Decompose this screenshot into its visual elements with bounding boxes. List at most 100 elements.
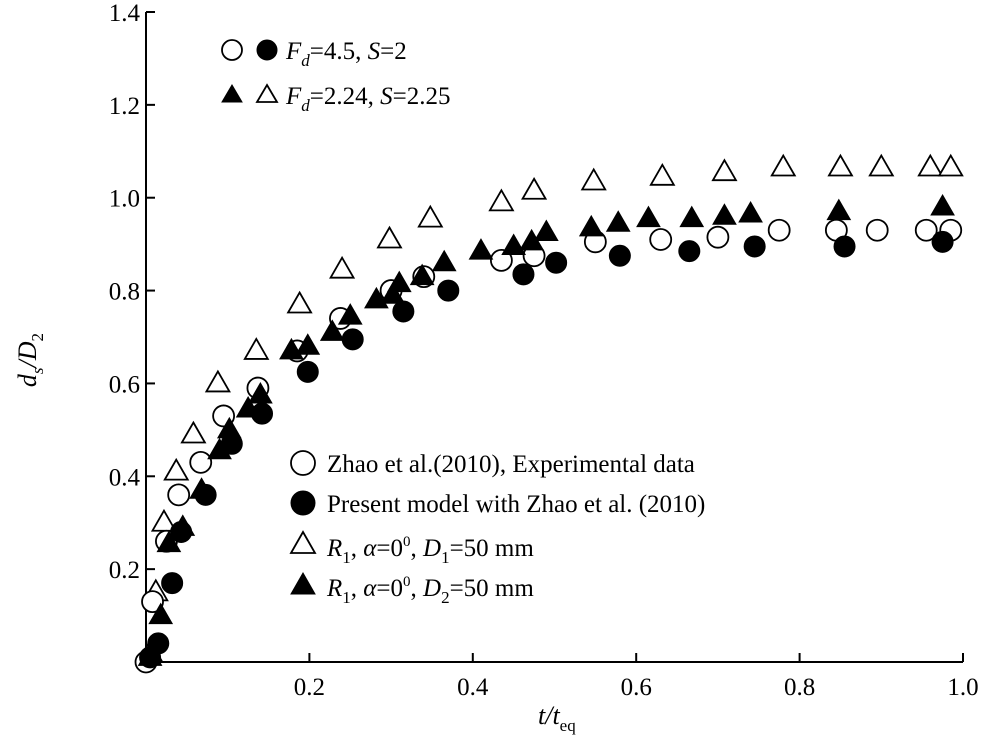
filled-circle-point [437, 279, 460, 302]
open-triangle-point [286, 290, 313, 314]
filled-triangle-point [248, 382, 273, 404]
filled-triangle-point [738, 200, 763, 223]
filled-circle-point [545, 251, 568, 274]
filled-circle-point [392, 300, 415, 323]
x-tick-label: 0.6 [621, 674, 652, 701]
filled-circle-point [147, 632, 170, 655]
open-circle-point [767, 218, 791, 242]
x-axis-title: t/teq [538, 701, 576, 735]
legend-top: Fd=4.5, S=2 Fd=2.24, S=2.25 [221, 38, 451, 115]
axis-ticks [146, 11, 964, 662]
filled-triangle-point [826, 198, 852, 221]
filled-circle-point [161, 572, 184, 595]
legend-label-experimental: Zhao et al.(2010), Experimental data [327, 451, 695, 478]
legend-top-label-2: Fd=2.24, S=2.25 [285, 83, 451, 115]
open-circle-point [865, 218, 889, 242]
filled-triangle-point [468, 238, 494, 260]
filled-triangle-point [170, 514, 196, 536]
y-tick-label: 0.2 [109, 557, 140, 584]
filled-triangle-point [636, 205, 661, 228]
y-tick-label: 1.2 [109, 93, 140, 120]
legend-open-triangle-marker [255, 83, 279, 103]
open-triangle-point [521, 176, 548, 200]
filled-triangle-point [712, 203, 737, 225]
filled-triangle-point [148, 602, 174, 625]
open-triangle-point [649, 163, 676, 186]
filled-triangle-point [380, 282, 406, 304]
filled-triangle-point [386, 270, 412, 293]
legend-bottom: Zhao et al.(2010), Experimental data Pre… [289, 450, 705, 607]
filled-triangle-point [137, 644, 163, 666]
filled-circle-point [833, 235, 856, 258]
legend-filled-triangle-marker [290, 571, 316, 595]
filled-triangle-point [533, 219, 559, 242]
open-circle-point [489, 248, 513, 272]
open-circle-point [914, 218, 938, 242]
legend-entry-d2: R1, α=00, D2=50 mm [290, 571, 534, 607]
y-axis-title-mid: /D [13, 341, 42, 369]
open-triangle-point [180, 420, 207, 444]
filled-triangle-point [156, 530, 182, 553]
filled-triangle-point [337, 303, 363, 325]
open-circle-point [141, 590, 164, 614]
open-triangle-point [488, 188, 515, 212]
legend-label-present-model: Present model with Zhao et al. (2010) [327, 491, 705, 518]
legend-filled-circle-marker [256, 39, 278, 61]
filled-triangle-point [189, 477, 214, 499]
x-tick-label: 0.2 [294, 674, 325, 701]
filled-triangle-point [216, 416, 242, 439]
open-triangle-point [711, 158, 738, 182]
y-tick-label: 1.0 [109, 186, 140, 213]
legend-entry-experimental: Zhao et al.(2010), Experimental data [290, 450, 695, 478]
y-tick-label: 0.4 [109, 464, 141, 491]
open-triangle-point [770, 153, 797, 177]
open-triangle-point [163, 457, 190, 481]
filled-circle-point [678, 240, 701, 263]
legend-open-circle-marker [290, 450, 316, 476]
open-circle-point [649, 228, 673, 251]
x-tick-label: 1.0 [947, 674, 978, 701]
y-tick-label: 0.8 [109, 279, 140, 306]
open-triangle-point [580, 167, 607, 191]
open-triangle-point [868, 153, 895, 177]
filled-triangle-point [235, 395, 261, 418]
x-axis-title-sub: eq [560, 716, 577, 735]
legend-filled-triangle-marker [221, 84, 243, 103]
open-circle-point [167, 483, 191, 507]
x-tick-label: 0.4 [457, 674, 489, 701]
legend-entry-d1: R1, α=00, D1=50 mm [289, 530, 534, 567]
filled-triangle-point [679, 205, 705, 228]
filled-circle-point [296, 360, 319, 383]
tick-labels: 0.2 0.4 0.6 0.8 1.0 0.2 0.4 0.6 0.8 1.0 1.2 1.4 [109, 0, 979, 701]
open-triangle-point [243, 337, 270, 360]
y-axis-title-main: d [13, 373, 42, 387]
filled-triangle-point [295, 333, 321, 355]
filled-circle-point [608, 244, 631, 267]
legend-filled-circle-marker [290, 490, 316, 516]
filled-circle-point [931, 230, 954, 253]
legend-open-circle-marker [221, 39, 243, 61]
filled-circle-point [743, 235, 766, 258]
y-tick-label: 1.4 [109, 0, 141, 27]
filled-triangle-point [319, 319, 345, 341]
filled-triangle-point [207, 437, 232, 460]
legend-entry-present-model: Present model with Zhao et al. (2010) [290, 490, 705, 518]
data-points [134, 153, 964, 674]
legend-open-triangle-marker [289, 530, 317, 554]
legend-top-row-1: Fd=4.5, S=2 [221, 38, 407, 70]
open-triangle-point [376, 225, 403, 249]
open-triangle-point [937, 153, 964, 177]
filled-triangle-point [578, 214, 604, 237]
filled-triangle-point [431, 249, 457, 272]
legend-label-d2: R1, α=00, D2=50 mm [326, 574, 534, 607]
y-axis-title-sub1: s [28, 367, 47, 374]
y-axis-title-sub2: 2 [28, 333, 47, 342]
x-axis-title-main: t/t [538, 701, 560, 730]
legend-top-row-2: Fd=2.24, S=2.25 [221, 83, 451, 115]
filled-circle-point [512, 263, 535, 286]
open-circle-point [189, 450, 213, 474]
open-circle-point [706, 225, 730, 249]
filled-triangle-point [930, 193, 955, 216]
open-triangle-point [827, 153, 854, 177]
